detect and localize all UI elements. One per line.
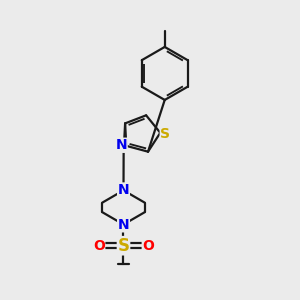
Text: N: N (118, 183, 129, 197)
Text: N: N (116, 138, 127, 152)
Text: S: S (160, 127, 170, 141)
Text: O: O (93, 239, 105, 253)
Text: S: S (118, 237, 130, 255)
Text: N: N (118, 218, 129, 232)
Text: O: O (142, 239, 154, 253)
